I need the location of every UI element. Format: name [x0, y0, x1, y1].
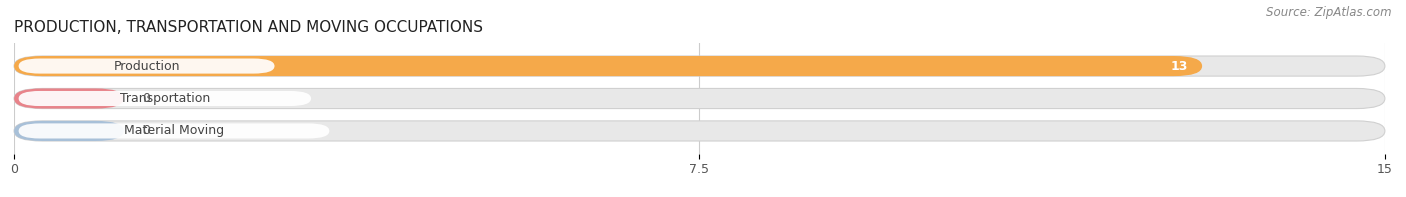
FancyBboxPatch shape [14, 121, 1385, 141]
Text: Production: Production [114, 59, 180, 72]
FancyBboxPatch shape [14, 56, 1385, 76]
FancyBboxPatch shape [18, 59, 274, 74]
Text: 0: 0 [142, 92, 150, 105]
Text: Source: ZipAtlas.com: Source: ZipAtlas.com [1267, 6, 1392, 19]
FancyBboxPatch shape [18, 123, 329, 138]
Text: 13: 13 [1171, 59, 1188, 72]
FancyBboxPatch shape [14, 88, 124, 109]
Text: 0: 0 [142, 125, 150, 138]
FancyBboxPatch shape [14, 88, 1385, 109]
Text: Material Moving: Material Moving [124, 125, 224, 138]
Text: PRODUCTION, TRANSPORTATION AND MOVING OCCUPATIONS: PRODUCTION, TRANSPORTATION AND MOVING OC… [14, 20, 484, 35]
Text: Transportation: Transportation [120, 92, 209, 105]
FancyBboxPatch shape [14, 56, 1202, 76]
FancyBboxPatch shape [18, 91, 311, 106]
FancyBboxPatch shape [14, 121, 124, 141]
